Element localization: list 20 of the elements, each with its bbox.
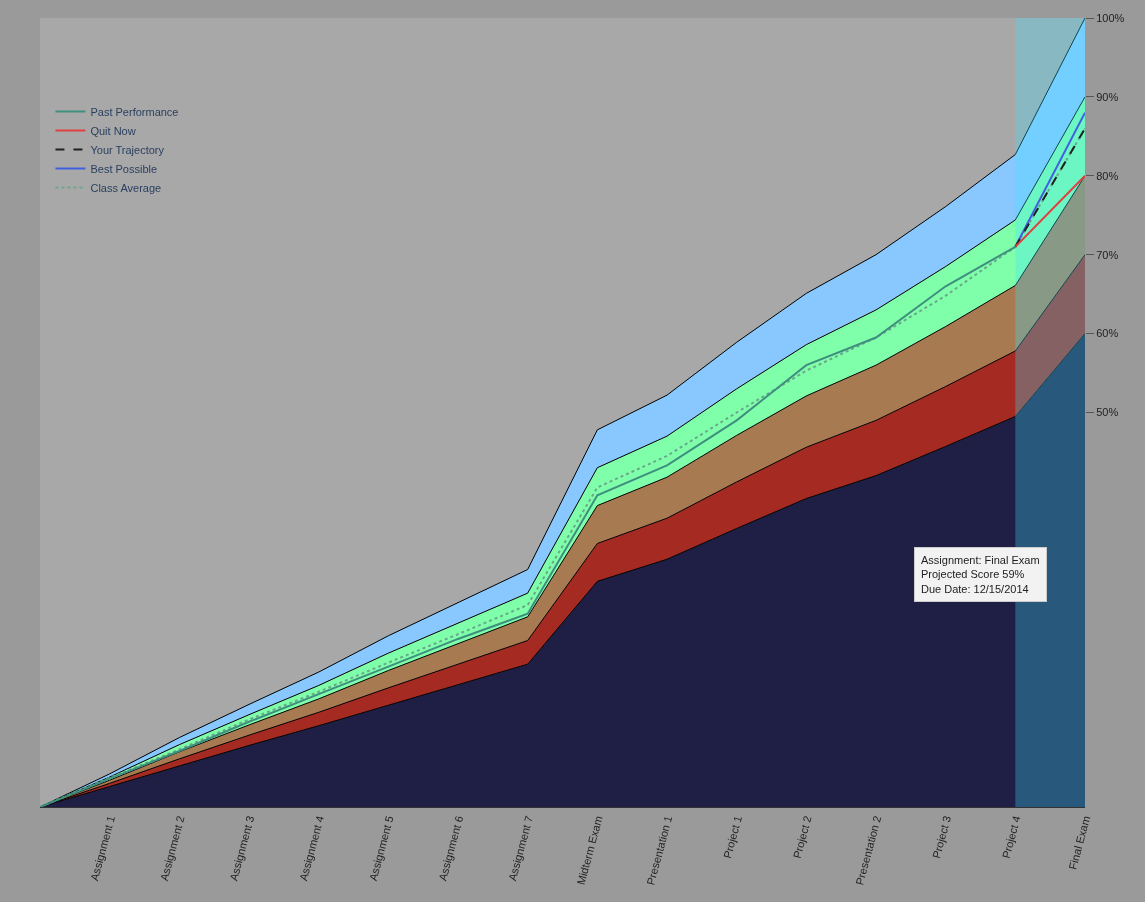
legend-label: Class Average <box>90 181 162 194</box>
x-tick-label: Project 4 <box>999 814 1023 860</box>
x-tick-label: Project 3 <box>930 814 953 860</box>
annotation: Projected Score 59% <box>921 568 1025 581</box>
y-tick-label: 50% <box>1096 406 1119 419</box>
legend-label: Quit Now <box>90 124 136 137</box>
y-tick-label: 90% <box>1096 90 1119 103</box>
y-tick-label: 70% <box>1096 248 1119 261</box>
y-tick-label: 60% <box>1096 327 1119 340</box>
annotation: Due Date: 12/15/2014 <box>921 582 1029 595</box>
x-tick-label: Project 2 <box>790 814 814 860</box>
y-tick-label: 100% <box>1096 11 1125 24</box>
x-tick-label: Midterm Exam <box>574 814 605 887</box>
legend-label: Best Possible <box>90 162 158 175</box>
x-tick-label: Final Exam <box>1066 814 1093 871</box>
x-tick-label: Project 1 <box>721 814 744 860</box>
y-tick-label: 80% <box>1096 169 1119 182</box>
legend-label: Past Performance <box>90 105 179 118</box>
legend-label: Your Trajectory <box>90 143 165 156</box>
annotation: Assignment: Final Exam <box>921 554 1040 566</box>
